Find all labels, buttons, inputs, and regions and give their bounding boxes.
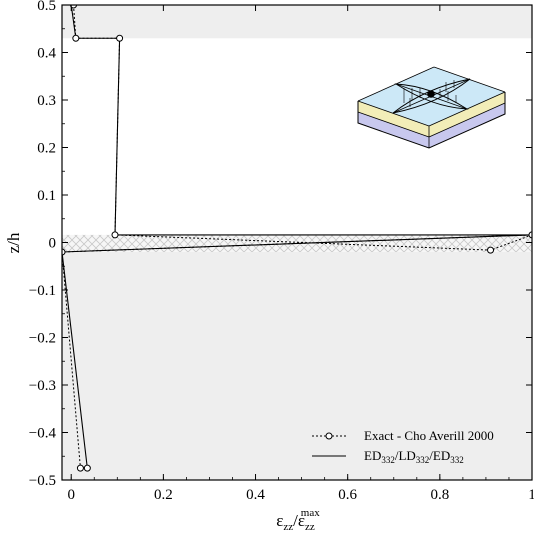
inset-point-marker: [427, 90, 435, 98]
data-point: [528, 231, 532, 239]
x-tick-label: 0: [67, 487, 75, 503]
y-tick-label: 0.5: [37, 0, 56, 14]
x-axis-label: εzz/εzzmax: [276, 507, 320, 533]
x-tick-label: 1: [528, 487, 534, 503]
inset-bottom-layer: [358, 103, 505, 148]
y-tick-label: −0.2: [29, 331, 56, 347]
y-tick-label: −0.4: [29, 426, 57, 442]
inset-middle-layer: [358, 92, 505, 137]
legend-marker-circle: [325, 432, 333, 440]
y-tick-label: −0.1: [29, 283, 56, 299]
x-tick-label: 0.2: [154, 487, 173, 503]
y-tick-label: 0.4: [37, 46, 56, 62]
data-point: [111, 231, 119, 239]
x-axis-ticks: 0 0.2 0.4 0.6 0.8 1: [67, 5, 534, 503]
y-axis-ticks: −0.5 −0.4 −0.3 −0.2 −0.1 0 0.1 0.2 0.3 0.4 0.5: [29, 0, 532, 489]
inset-plate-icon: [357, 66, 506, 149]
y-tick-label: 0: [49, 236, 57, 252]
data-point: [83, 464, 91, 472]
y-tick-label: 0.2: [37, 141, 56, 157]
data-point: [62, 248, 66, 256]
legend: Exact - Cho Averill 2000 ED332/LD332/ED3…: [312, 428, 494, 465]
x-tick-label: 0.6: [338, 487, 357, 503]
data-point: [76, 464, 84, 472]
y-tick-label: −0.5: [29, 473, 56, 489]
x-tick-label: 0.8: [430, 487, 449, 503]
y-tick-label: 0.3: [37, 93, 56, 109]
data-point: [70, 5, 78, 9]
data-point: [72, 34, 80, 42]
data-point: [116, 34, 124, 42]
x-tick-label: 0.4: [246, 487, 265, 503]
y-axis-label: z/h: [4, 232, 23, 253]
legend-label-exact: Exact - Cho Averill 2000: [364, 428, 494, 443]
legend-label-ed332: ED332/LD332/ED332: [364, 448, 464, 465]
band-0: [62, 5, 532, 39]
y-tick-label: 0.1: [37, 188, 56, 204]
shaded-bands: [62, 5, 532, 480]
band-2: [62, 252, 532, 480]
series-layer: [62, 5, 532, 472]
y-tick-label: −0.3: [29, 378, 56, 394]
data-point: [487, 246, 495, 254]
